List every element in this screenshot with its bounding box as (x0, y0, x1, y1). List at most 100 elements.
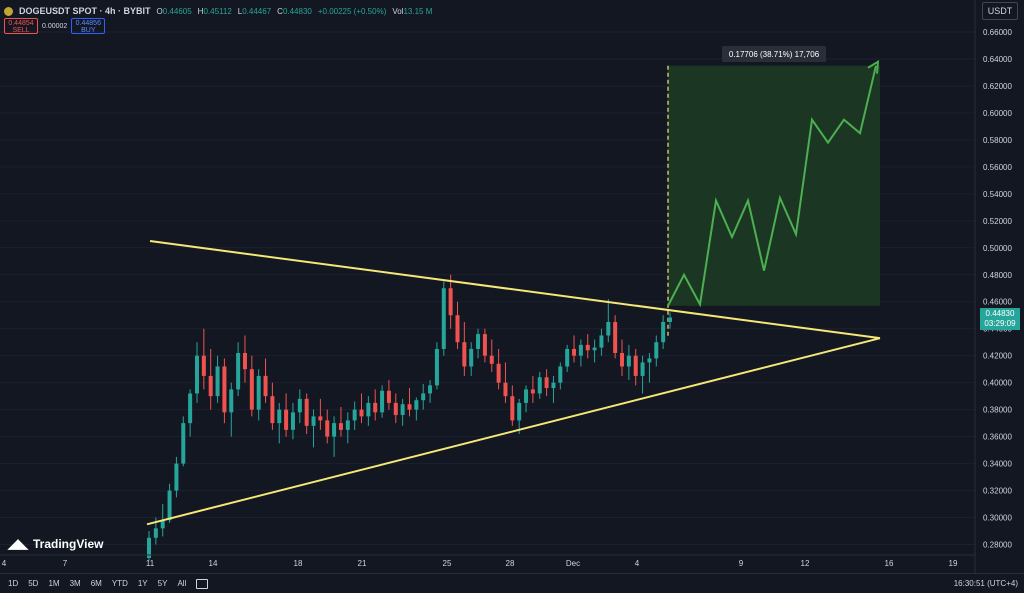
candle-body (626, 355, 631, 367)
candle-body (414, 400, 419, 410)
ohlc-readout: O0.44605 H0.45112 L0.44467 C0.44830 +0.0… (156, 6, 433, 16)
candle-body (332, 423, 337, 437)
sell-button[interactable]: 0.44854 SELL (4, 18, 38, 34)
y-tick-label: 0.64000 (983, 55, 1012, 64)
candle-body (359, 409, 364, 417)
time-axis[interactable]: 4 7 11 14 18 21 25 28 Dec 4 9 12 16 19 (0, 554, 975, 568)
x-tick-label: 4 (2, 559, 7, 568)
candle-body (640, 362, 645, 376)
candle-body (482, 334, 487, 356)
y-tick-label: 0.36000 (983, 433, 1012, 442)
candle-body (544, 377, 549, 389)
candle-body (455, 315, 460, 343)
candle-body (606, 321, 611, 336)
candle-body (551, 382, 556, 389)
y-tick-label: 0.30000 (983, 514, 1012, 523)
candle-body (620, 352, 625, 367)
currency-selector[interactable]: USDT (982, 2, 1018, 20)
candle-body (160, 520, 165, 529)
calendar-icon[interactable] (196, 578, 209, 589)
candle-body (167, 490, 172, 521)
candle-body (647, 358, 652, 363)
candle-body (565, 348, 570, 367)
range-button-all[interactable]: All (177, 579, 187, 588)
y-tick-label: 0.32000 (983, 487, 1012, 496)
candle-body (147, 537, 151, 558)
candle-body (558, 366, 563, 383)
y-tick-label: 0.52000 (983, 217, 1012, 226)
tradingview-icon: ◢◣ (8, 536, 28, 551)
candle-body (352, 409, 357, 421)
y-tick-label: 0.40000 (983, 379, 1012, 388)
candle-body (469, 348, 474, 367)
bottom-toolbar: 1D 5D 1M 3M 6M YTD 1Y 5Y All 16:30:51 (UTC+4) (0, 573, 1024, 593)
candle-body (229, 389, 234, 413)
clock-readout[interactable]: 16:30:51 (UTC+4) (953, 579, 1018, 588)
candle-body (572, 348, 577, 356)
candle-body (304, 398, 309, 426)
candles (147, 274, 672, 561)
chart-header: DOGEUSDT SPOT · 4h · BYBIT O0.44605 H0.4… (4, 4, 432, 18)
candle-body (489, 355, 494, 364)
range-button-6m[interactable]: 6M (90, 579, 102, 588)
candle-body (318, 416, 323, 421)
candle-body (263, 375, 268, 397)
range-button-5y[interactable]: 5Y (157, 579, 168, 588)
trendlines (146, 240, 881, 526)
projection-path (667, 59, 880, 308)
candle-body (386, 390, 391, 403)
candle-body (249, 369, 254, 410)
projection-label-text: 0.17706 (38.71%) 17,706 (729, 50, 820, 59)
candle-body (400, 404, 405, 416)
candle-body (503, 382, 508, 397)
range-button-ytd[interactable]: YTD (111, 579, 128, 588)
candle-body (530, 389, 535, 394)
projection-label: 0.17706 (38.71%) 17,706 (722, 46, 826, 62)
candle-body (153, 528, 158, 538)
candle-body (578, 344, 583, 356)
candle-body (284, 409, 289, 430)
range-button-1d[interactable]: 1D (8, 579, 19, 588)
range-buttons: 1D 5D 1M 3M 6M YTD 1Y 5Y All (8, 579, 186, 588)
price-axis[interactable]: 0.66000 0.64000 0.62000 0.60000 0.58000 0.560… (974, 0, 1012, 573)
candle-body (311, 416, 316, 426)
candle-body (613, 321, 618, 353)
y-tick-label: 0.46000 (983, 298, 1012, 307)
x-tick-label: 21 (358, 559, 367, 568)
range-button-5d[interactable]: 5D (28, 579, 39, 588)
candle-body (421, 393, 426, 401)
candle-body (325, 420, 330, 437)
candle-body (441, 288, 446, 349)
x-tick-label: 28 (506, 559, 515, 568)
projection-box (668, 65, 880, 306)
y-tick-label: 0.56000 (983, 163, 1012, 172)
symbol-title[interactable]: DOGEUSDT SPOT · 4h · BYBIT (19, 6, 151, 16)
x-tick-label: 16 (885, 559, 894, 568)
y-tick-label: 0.42000 (983, 352, 1012, 361)
candle-body (297, 398, 302, 413)
candle-body (448, 288, 453, 316)
projection-label-bg (722, 46, 826, 62)
candle-body (242, 352, 247, 370)
range-button-1y[interactable]: 1Y (137, 579, 148, 588)
range-button-3m[interactable]: 3M (69, 579, 81, 588)
range-button-1m[interactable]: 1M (48, 579, 60, 588)
candle-body (517, 402, 522, 421)
buy-button[interactable]: 0.44856 BUY (71, 18, 106, 34)
y-tick-label: 0.28000 (983, 541, 1012, 550)
projection-line (667, 65, 877, 308)
candle-body (592, 347, 597, 351)
candle-body (633, 355, 638, 376)
x-tick-label: 9 (739, 559, 744, 568)
doge-coin-icon (4, 6, 13, 16)
candle-body (393, 402, 398, 416)
lower-trendline (146, 337, 881, 526)
candle-body (428, 385, 433, 394)
candle-body (524, 389, 529, 403)
candle-body (434, 348, 439, 386)
candle-body (194, 355, 199, 394)
spread-value: 0.00002 (42, 22, 68, 30)
y-tick-label: 0.60000 (983, 109, 1012, 118)
candle-body (290, 412, 295, 430)
